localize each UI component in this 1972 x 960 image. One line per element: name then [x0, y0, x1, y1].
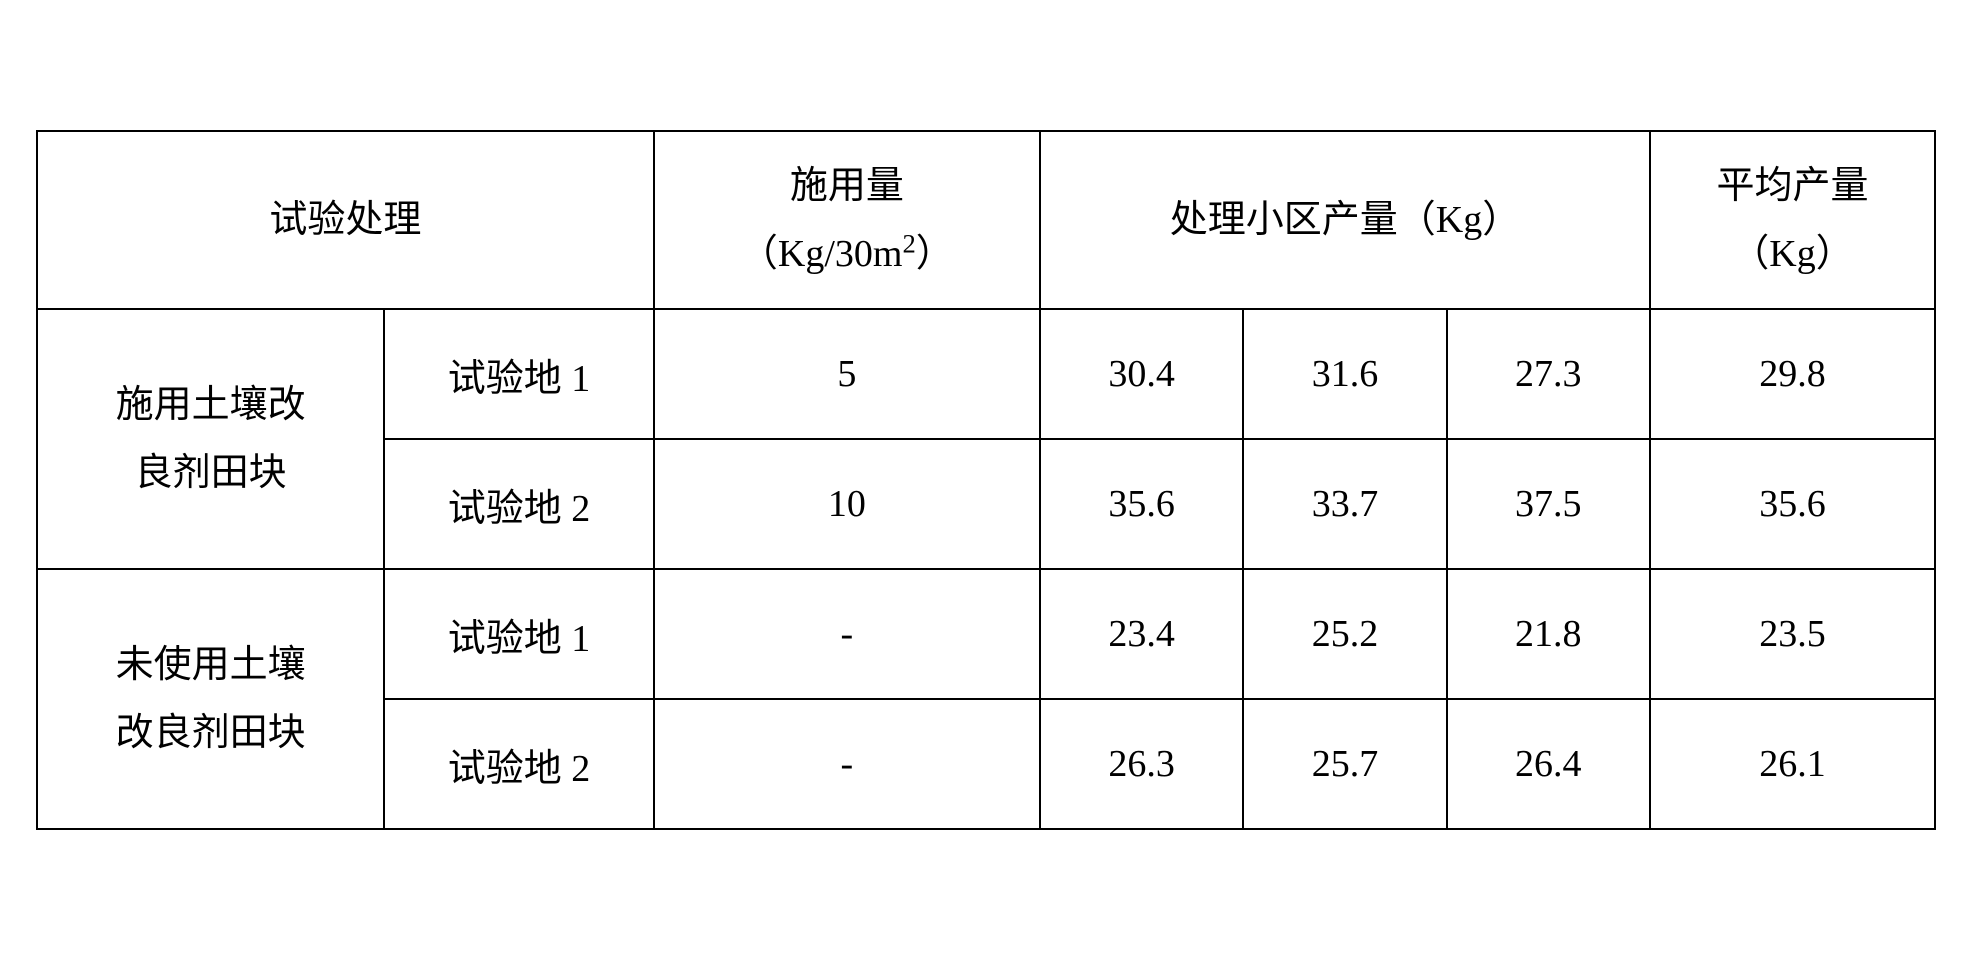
header-avg-line1: 平均产量 [1716, 165, 1868, 207]
header-rate-line2-suffix: ） [916, 233, 954, 275]
data-table: 试验处理 施用量 （Kg/30m2） 处理小区产量（Kg） 平均产量 （Kg） … [36, 130, 1936, 831]
cell-yield3: 27.3 [1447, 309, 1650, 439]
cell-rate: 10 [654, 439, 1040, 569]
group2-line1: 未使用土壤 [116, 644, 306, 686]
header-rate-line1: 施用量 [790, 165, 904, 207]
header-rate-superscript: 2 [902, 228, 915, 258]
header-rate-line2-prefix: （Kg/30m [740, 233, 903, 275]
cell-rate: - [654, 569, 1040, 699]
table-row: 施用土壤改 良剂田块 试验地 1 5 30.4 31.6 27.3 29.8 [37, 309, 1935, 439]
group-label-untreated: 未使用土壤 改良剂田块 [37, 569, 384, 829]
cell-site: 试验地 1 [384, 309, 653, 439]
table-header-row: 试验处理 施用量 （Kg/30m2） 处理小区产量（Kg） 平均产量 （Kg） [37, 131, 1935, 310]
cell-avg: 35.6 [1650, 439, 1935, 569]
cell-yield2: 33.7 [1243, 439, 1446, 569]
header-plot-yield: 处理小区产量（Kg） [1040, 131, 1650, 310]
cell-site: 试验地 2 [384, 699, 653, 829]
cell-yield2: 31.6 [1243, 309, 1446, 439]
cell-yield1: 26.3 [1040, 699, 1243, 829]
cell-yield1: 23.4 [1040, 569, 1243, 699]
header-avg-yield: 平均产量 （Kg） [1650, 131, 1935, 310]
group-label-treated: 施用土壤改 良剂田块 [37, 309, 384, 569]
cell-rate: - [654, 699, 1040, 829]
header-avg-line2: （Kg） [1731, 233, 1853, 275]
cell-yield3: 21.8 [1447, 569, 1650, 699]
cell-yield3: 37.5 [1447, 439, 1650, 569]
cell-avg: 29.8 [1650, 309, 1935, 439]
cell-yield1: 30.4 [1040, 309, 1243, 439]
cell-avg: 23.5 [1650, 569, 1935, 699]
cell-yield1: 35.6 [1040, 439, 1243, 569]
group2-line2: 改良剂田块 [116, 712, 306, 754]
header-treatment: 试验处理 [37, 131, 654, 310]
cell-rate: 5 [654, 309, 1040, 439]
table-row: 未使用土壤 改良剂田块 试验地 1 - 23.4 25.2 21.8 23.5 [37, 569, 1935, 699]
cell-yield3: 26.4 [1447, 699, 1650, 829]
group1-line2: 良剂田块 [135, 452, 287, 494]
cell-site: 试验地 2 [384, 439, 653, 569]
cell-site: 试验地 1 [384, 569, 653, 699]
group1-line1: 施用土壤改 [116, 384, 306, 426]
cell-yield2: 25.2 [1243, 569, 1446, 699]
header-application-rate: 施用量 （Kg/30m2） [654, 131, 1040, 310]
cell-yield2: 25.7 [1243, 699, 1446, 829]
cell-avg: 26.1 [1650, 699, 1935, 829]
